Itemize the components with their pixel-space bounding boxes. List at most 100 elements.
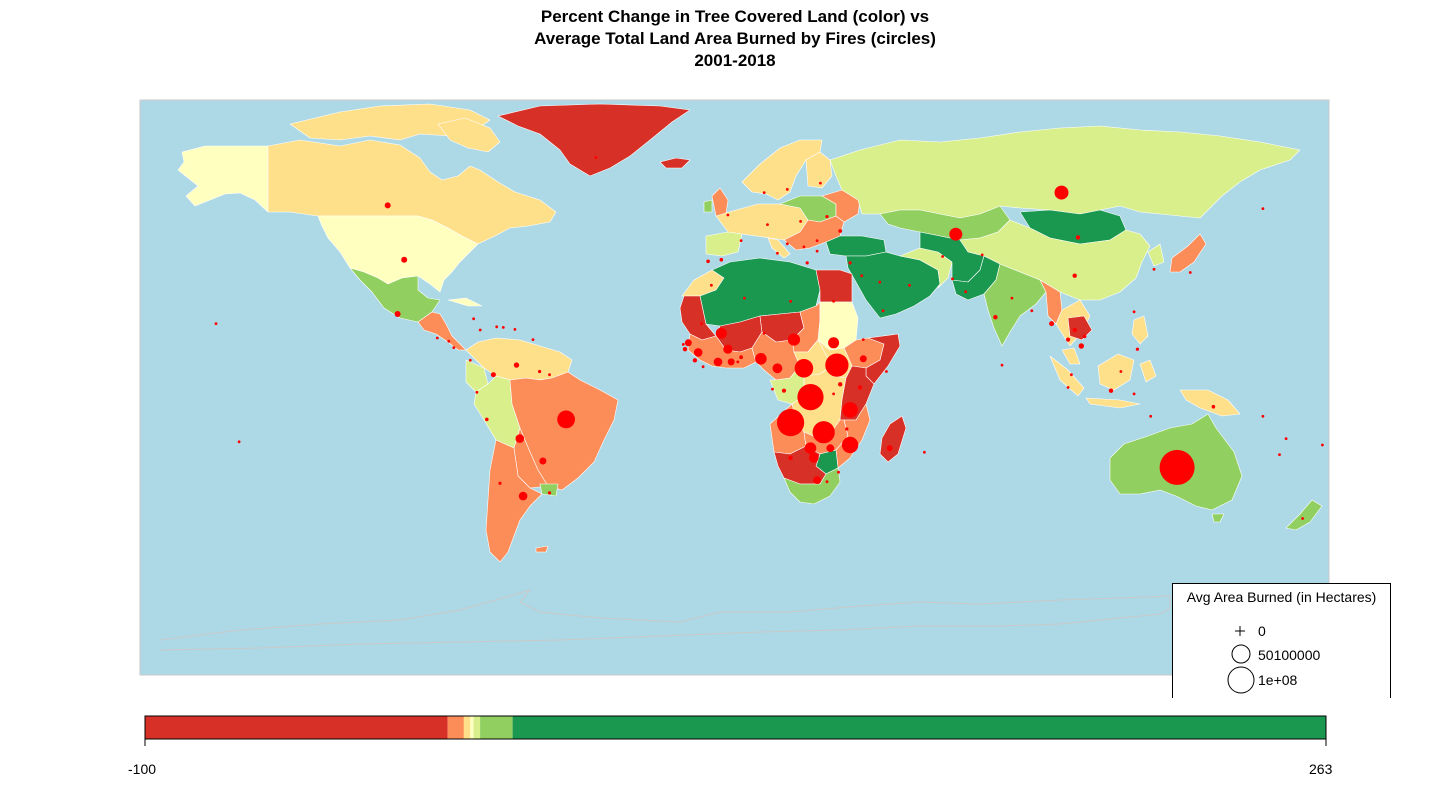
fire-circle-eritrea xyxy=(861,338,865,341)
fire-circle-guinea-bissau xyxy=(682,347,688,352)
fire-circle-nepal xyxy=(1010,296,1014,300)
fire-circle-tanzania xyxy=(842,402,858,418)
size-legend-label-1: 50100000 xyxy=(1258,647,1321,663)
fire-circle-sri-lanka xyxy=(1000,363,1004,367)
fire-circle-vanuatu xyxy=(1284,437,1288,440)
size-legend-label-2: 1e+08 xyxy=(1258,672,1298,688)
fire-circle-ivory-coast xyxy=(713,357,723,367)
fire-circle-belarus xyxy=(825,215,829,219)
country-alaska xyxy=(177,145,269,213)
fire-circle-thailand xyxy=(1066,337,1071,342)
fire-circle-bangladesh xyxy=(1030,309,1034,313)
fire-circle-timor xyxy=(1149,414,1153,418)
fire-circle-madagascar xyxy=(886,445,893,452)
fire-circle-laos xyxy=(1072,327,1077,333)
fire-circle-south-sudan xyxy=(825,353,849,377)
fire-circle-png xyxy=(1211,404,1216,409)
fire-circle-brazil xyxy=(557,410,575,429)
fire-circle-finland xyxy=(819,181,822,185)
fire-circle-mongolia xyxy=(1075,235,1081,240)
fire-circle-pakistan xyxy=(964,290,968,294)
fire-circle-norway xyxy=(762,191,766,195)
country-uk xyxy=(711,187,729,217)
fire-circle-egypt xyxy=(832,299,835,303)
color-scale-segment-0 xyxy=(145,716,448,739)
fire-circle-algeria xyxy=(743,296,746,300)
country-south-africa xyxy=(783,467,841,505)
fire-circle-turkey xyxy=(848,261,852,265)
fire-circle-congo xyxy=(781,388,787,393)
fire-circle-benin xyxy=(739,355,743,360)
title-line-1: Percent Change in Tree Covered Land (col… xyxy=(540,7,930,26)
country-iceland xyxy=(659,157,691,169)
fire-circle-bulgaria xyxy=(815,249,819,253)
fire-circle-cuba xyxy=(472,317,475,321)
fire-circle-new-caledonia xyxy=(1278,453,1281,456)
fire-circle-malaysia xyxy=(1070,373,1073,377)
color-scale-border xyxy=(144,715,1327,740)
country-egypt xyxy=(815,269,853,303)
fire-circle-uk xyxy=(726,213,730,217)
fire-circle-croatia xyxy=(785,242,789,246)
fire-circle-dominican xyxy=(501,326,505,329)
fire-circle-somalia xyxy=(885,370,888,373)
fire-circle-venezuela xyxy=(513,362,520,368)
fire-circle-guatemala xyxy=(435,336,439,340)
country-tierra-del-fuego xyxy=(535,545,549,553)
color-scale-segment-3 xyxy=(470,716,474,739)
country-ireland xyxy=(703,199,713,213)
fire-circle-guinea xyxy=(693,348,703,357)
fire-circle-polynesia xyxy=(237,440,241,444)
fire-circle-argentina xyxy=(518,491,528,501)
country-middle-east xyxy=(845,251,941,319)
fire-circle-gambia xyxy=(681,343,685,346)
fire-circle-lesotho xyxy=(825,480,829,484)
fire-circle-saudi xyxy=(881,309,885,313)
fire-circle-nigeria xyxy=(755,353,767,365)
country-korea xyxy=(1147,243,1165,267)
fire-circle-dr-congo xyxy=(797,384,824,411)
fire-circle-canada xyxy=(384,202,391,209)
country-finland xyxy=(805,151,833,189)
fire-circle-australia xyxy=(1159,449,1195,485)
fire-circle-mali xyxy=(715,327,727,339)
fire-circle-zimbabwe xyxy=(826,444,835,453)
fire-circle-ethiopia xyxy=(859,355,867,363)
country-italy xyxy=(767,237,791,259)
size-legend: Avg Area Burned (in Hectares) 0 50100000… xyxy=(1172,583,1391,698)
fire-circle-gabon xyxy=(771,387,774,391)
fire-circle-nicaragua xyxy=(452,346,456,349)
fire-circle-angola xyxy=(804,442,817,455)
country-turkey xyxy=(825,235,887,257)
fire-circle-philippines xyxy=(1135,347,1139,351)
fire-circle-niger xyxy=(762,331,766,335)
country-java xyxy=(1085,397,1141,409)
fire-circle-liberia xyxy=(701,365,705,369)
fire-circle-russia xyxy=(1054,185,1069,200)
title-line-3: 2001-2018 xyxy=(694,51,776,70)
fire-circle-ghana xyxy=(727,358,735,366)
fire-circle-new-zealand xyxy=(1301,517,1304,520)
legend-symbol-circle-small xyxy=(1231,644,1251,664)
size-legend-symbols xyxy=(1227,626,1255,694)
fire-circle-spain xyxy=(719,257,724,262)
fire-circle-india xyxy=(993,315,998,320)
country-usa xyxy=(317,215,479,293)
fire-circle-poland xyxy=(799,220,802,223)
fire-circle-france xyxy=(739,239,743,243)
size-legend-title: Avg Area Burned (in Hectares) xyxy=(1186,589,1377,605)
fire-circle-myanmar xyxy=(1049,321,1055,327)
fire-circle-eswatini xyxy=(837,470,840,474)
color-scale-segment-2 xyxy=(463,716,471,739)
fire-circle-kenya xyxy=(857,385,863,390)
color-scale-segment-5 xyxy=(480,716,513,739)
fire-circle-botswana xyxy=(808,452,819,463)
fire-circle-cambodia xyxy=(1078,343,1085,349)
color-scale-min-label: -100 xyxy=(128,761,157,777)
country-central-america xyxy=(417,311,467,351)
fire-circle-kamchatka xyxy=(1261,207,1265,211)
fire-circle-paraguay xyxy=(539,457,547,465)
color-scale-bar xyxy=(144,715,1327,740)
fire-circle-honduras xyxy=(447,339,451,343)
